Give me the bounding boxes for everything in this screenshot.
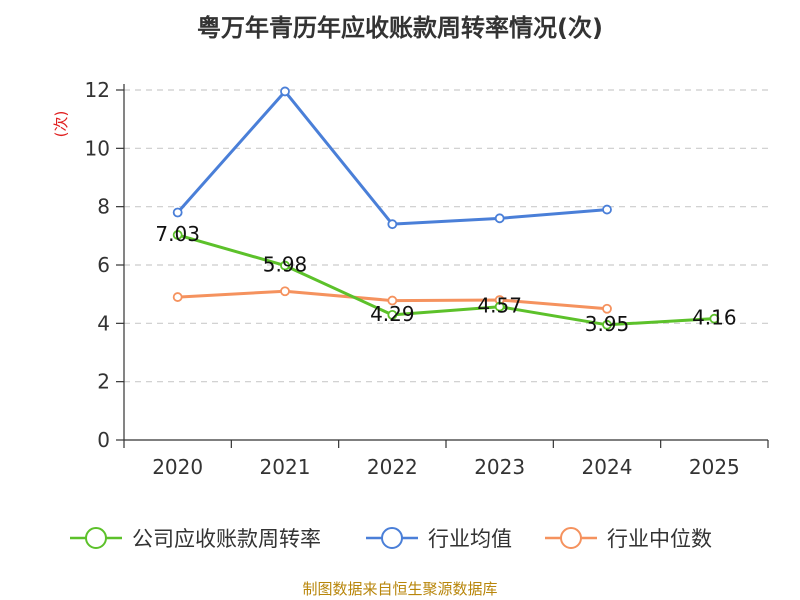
data-source-footer: 制图数据来自恒生聚源数据库	[302, 580, 498, 598]
data-point	[602, 204, 612, 215]
data-point	[172, 292, 183, 302]
data-point	[387, 295, 398, 306]
series-line-1	[176, 89, 608, 226]
y-tick-label: 4	[97, 311, 110, 335]
y-tick-label: 10	[85, 136, 110, 160]
series-layer	[172, 86, 720, 330]
y-tick-label: 2	[97, 370, 110, 394]
legend-item[interactable]: 行业均值	[366, 527, 512, 551]
y-axis-unit-label: (次)	[52, 111, 70, 138]
data-point	[280, 286, 290, 297]
data-label: 7.03	[155, 222, 200, 246]
data-point	[494, 301, 505, 312]
data-label: 4.16	[692, 306, 737, 330]
grid	[124, 89, 768, 383]
data-label: 4.57	[477, 294, 522, 318]
axes: 0 2 4 6 8 10 12 2020 2021 2022 2023 2024 2025	[85, 78, 769, 479]
data-point	[387, 309, 398, 320]
legend[interactable]: 公司应收账款周转率 行业均值 行业中位数	[70, 527, 712, 551]
data-point	[172, 207, 183, 218]
legend-marker	[381, 527, 403, 549]
legend-label: 公司应收账款周转率	[132, 527, 321, 551]
x-tick-label: 2025	[689, 455, 740, 479]
series-line-0	[177, 233, 715, 327]
x-tick-label: 2024	[582, 455, 633, 479]
data-point	[709, 313, 720, 324]
data-label: 4.29	[370, 302, 415, 326]
chart-title: 粤万年青历年应收账款周转率情况(次)	[197, 14, 603, 42]
data-point	[280, 86, 290, 97]
data-label: 3.95	[585, 312, 630, 336]
data-labels: 7.03 5.98 4.29 4.57 3.95 4.16	[155, 222, 736, 336]
y-tick-label: 8	[97, 195, 110, 219]
legend-item[interactable]: 行业中位数	[545, 527, 712, 551]
x-tick-label: 2022	[367, 455, 418, 479]
data-point	[280, 260, 290, 271]
data-label: 5.98	[263, 253, 308, 277]
x-tick-label: 2023	[474, 455, 525, 479]
y-tick-label: 12	[85, 78, 110, 102]
data-point	[602, 319, 612, 330]
data-point	[494, 213, 505, 224]
data-point	[172, 230, 183, 240]
legend-label: 行业中位数	[607, 527, 712, 551]
y-tick-label: 6	[97, 253, 110, 277]
x-tick-label: 2020	[152, 455, 203, 479]
legend-item[interactable]: 公司应收账款周转率	[70, 527, 321, 551]
legend-marker	[85, 527, 107, 549]
data-point	[602, 303, 612, 314]
data-point	[387, 219, 398, 230]
legend-marker	[560, 527, 582, 549]
legend-label: 行业均值	[428, 527, 512, 551]
x-tick-label: 2021	[260, 455, 311, 479]
y-tick-label: 0	[97, 428, 110, 452]
